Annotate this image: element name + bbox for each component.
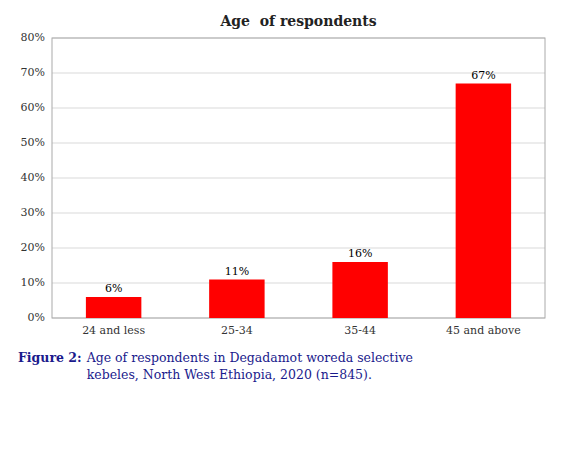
chart-title: Age of respondents xyxy=(219,13,376,29)
chart-svg: Age of respondents 0% 10% 20% 30% 40% 50% 60% 70… xyxy=(0,0,563,455)
bar xyxy=(332,262,387,318)
y-tick-label: 50% xyxy=(21,136,45,149)
x-tick-label: 25-34 xyxy=(221,324,253,337)
y-tick-label: 30% xyxy=(21,206,45,219)
y-axis: 0% 10% 20% 30% 40% 50% 60% 70% 80% xyxy=(21,31,45,324)
bar xyxy=(456,84,511,319)
x-tick-label: 35-44 xyxy=(344,324,376,337)
bars xyxy=(86,84,511,319)
caption: Figure 2: Age of respondents in Degadamot… xyxy=(18,350,413,382)
x-axis: 24 and less 25-34 35-44 45 and above xyxy=(82,324,521,337)
y-tick-label: 80% xyxy=(21,31,45,44)
y-tick-label: 10% xyxy=(21,276,45,289)
data-label: 67% xyxy=(471,69,495,82)
data-labels: 6% 11% 16% 67% xyxy=(105,69,496,296)
bar xyxy=(86,297,141,318)
caption-text: Age of respondents in Degadamot woreda s… xyxy=(86,350,413,382)
y-tick-label: 20% xyxy=(21,241,45,254)
y-tick-label: 0% xyxy=(28,311,45,324)
chart-container: Age of respondents 0% 10% 20% 30% 40% 50% 60% 70… xyxy=(0,0,563,455)
y-tick-label: 40% xyxy=(21,171,45,184)
data-label: 6% xyxy=(105,282,122,295)
grid xyxy=(52,38,545,318)
data-label: 11% xyxy=(225,265,249,278)
y-tick-label: 70% xyxy=(21,66,45,79)
y-tick-label: 60% xyxy=(21,101,45,114)
caption-line: Age of respondents in Degadamot woreda s… xyxy=(86,350,413,365)
bar xyxy=(209,280,264,319)
caption-line: kebeles, North West Ethiopia, 2020 (n=84… xyxy=(87,367,372,382)
x-tick-label: 45 and above xyxy=(446,324,521,337)
x-tick-label: 24 and less xyxy=(82,324,145,337)
data-label: 16% xyxy=(348,247,372,260)
caption-label: Figure 2: xyxy=(18,350,82,365)
plot-frame xyxy=(52,38,545,318)
